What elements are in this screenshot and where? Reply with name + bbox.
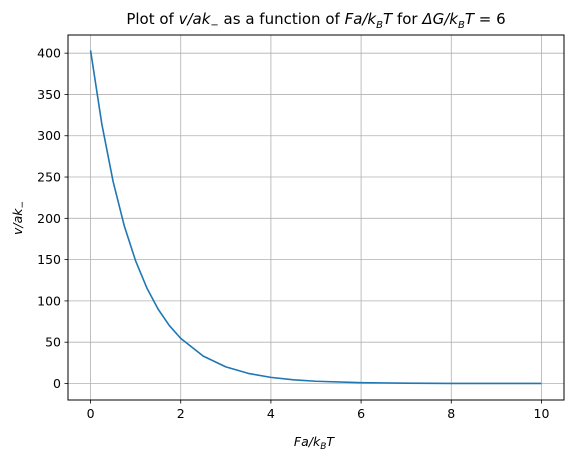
x-tick-label: 0 xyxy=(87,406,95,421)
y-tick-label: 150 xyxy=(37,252,61,267)
grid xyxy=(68,35,564,400)
y-tick-label: 350 xyxy=(37,87,61,102)
y-tick-label: 50 xyxy=(45,335,61,350)
y-axis: 0 50 100 150 200 250 300 350 400 xyxy=(37,46,68,391)
series-line xyxy=(91,50,542,383)
x-tick-label: 8 xyxy=(447,406,455,421)
y-tick-label: 100 xyxy=(37,293,61,308)
x-tick-label: 6 xyxy=(357,406,365,421)
y-tick-label: 200 xyxy=(37,211,61,226)
y-axis-label: v/ak− xyxy=(10,201,28,235)
x-axis-label: Fa/kBT xyxy=(294,434,336,452)
series-layer xyxy=(91,50,542,383)
x-tick-label: 10 xyxy=(534,406,550,421)
x-tick-label: 2 xyxy=(177,406,185,421)
chart-title: Plot of v/ak− as a function of Fa/kBT fo… xyxy=(126,10,505,31)
y-tick-label: 0 xyxy=(53,376,61,391)
x-tick-label: 4 xyxy=(267,406,275,421)
x-axis: 0 2 4 6 8 10 xyxy=(87,400,550,421)
y-tick-label: 300 xyxy=(37,128,61,143)
y-tick-label: 250 xyxy=(37,170,61,185)
y-tick-label: 400 xyxy=(37,46,61,61)
plot-area-frame xyxy=(68,35,564,400)
